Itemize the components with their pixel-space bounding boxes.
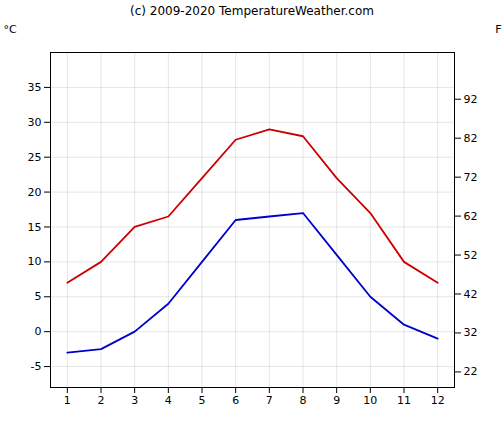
svg-text:1: 1 [64, 394, 71, 407]
svg-text:20: 20 [28, 186, 42, 199]
svg-text:F: F [495, 23, 501, 36]
svg-text:°C: °C [4, 23, 18, 36]
svg-text:32: 32 [464, 326, 478, 339]
svg-text:5: 5 [35, 290, 42, 303]
html-text:(c) 2009-2020 TemperatureWeath: (c) 2009-2020 TemperatureWeather.com [130, 4, 374, 18]
svg-text:2: 2 [98, 394, 105, 407]
svg-text:62: 62 [464, 210, 478, 223]
svg-text:9: 9 [333, 394, 340, 407]
svg-text:22: 22 [464, 365, 478, 378]
svg-text:10: 10 [363, 394, 377, 407]
svg-text:3: 3 [131, 394, 138, 407]
svg-text:0: 0 [35, 325, 42, 338]
svg-text:15: 15 [28, 220, 42, 233]
svg-text:-5: -5 [31, 360, 42, 373]
svg-text:6: 6 [232, 394, 239, 407]
svg-text:10: 10 [28, 255, 42, 268]
svg-text:12: 12 [431, 394, 445, 407]
svg-text:30: 30 [28, 116, 42, 129]
svg-text:25: 25 [28, 151, 42, 164]
svg-text:82: 82 [464, 132, 478, 145]
svg-text:92: 92 [464, 93, 478, 106]
svg-text:42: 42 [464, 288, 478, 301]
svg-text:72: 72 [464, 171, 478, 184]
svg-text:7: 7 [266, 394, 273, 407]
svg-text:4: 4 [165, 394, 172, 407]
svg-text:5: 5 [199, 394, 206, 407]
svg-text:8: 8 [300, 394, 307, 407]
svg-text:52: 52 [464, 249, 478, 262]
svg-text:35: 35 [28, 81, 42, 94]
svg-text:11: 11 [397, 394, 411, 407]
